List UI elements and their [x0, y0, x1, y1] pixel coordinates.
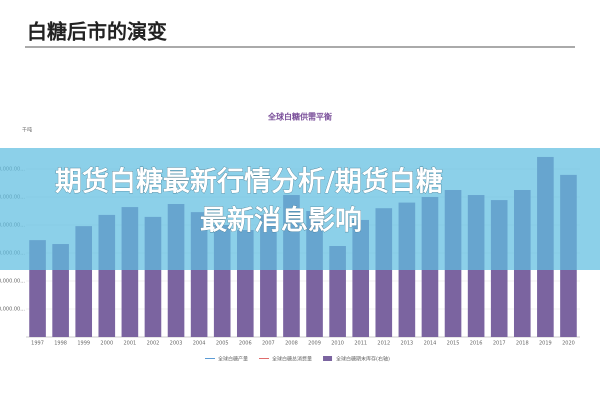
- x-tick-label: 1997: [31, 341, 44, 347]
- x-tick-label: 1998: [54, 341, 67, 347]
- x-tick-label: 2015: [447, 341, 460, 347]
- legend-label: 全球白糖总消费量: [272, 356, 312, 363]
- x-tick-label: 2002: [147, 341, 160, 347]
- banner-line: 期货白糖最新行情分析/期货白糖: [55, 166, 443, 198]
- legend-label: 全球白糖产量: [218, 356, 248, 363]
- x-tick-label: 2009: [308, 341, 321, 347]
- x-tick-label: 2011: [354, 341, 367, 347]
- x-tick-label: 1999: [77, 341, 90, 347]
- legend-label: 全球白糖期末库存(右轴): [336, 356, 390, 363]
- header-title: 白糖后市的演变: [27, 20, 167, 44]
- x-tick-label: 2006: [239, 341, 252, 347]
- x-tick-label: 2004: [193, 341, 206, 347]
- x-tick-label: 2018: [516, 341, 529, 347]
- banner-line: 最新消息影响: [200, 205, 362, 237]
- banner: [0, 148, 600, 270]
- x-tick-label: 2016: [470, 341, 483, 347]
- legend: 全球白糖产量 全球白糖总消费量 全球白糖期末库存(右轴): [205, 356, 390, 363]
- x-tick-label: 2007: [262, 341, 275, 347]
- y-axis-label: 千吨: [22, 127, 32, 134]
- x-tick-label: 2014: [424, 341, 437, 347]
- x-tick-label: 2020: [562, 341, 575, 347]
- x-tick-label: 2012: [377, 341, 390, 347]
- x-tick-label: 2003: [170, 341, 183, 347]
- x-tick-label: 2010: [331, 341, 344, 347]
- x-tick-label: 2001: [124, 341, 137, 347]
- x-tick-label: 2017: [493, 341, 506, 347]
- x-tick-label: 2000: [100, 341, 113, 347]
- x-tick-label: 2013: [401, 341, 414, 347]
- x-tick-label: 2005: [216, 341, 229, 347]
- chart-title: 全球白糖供需平衡: [267, 112, 332, 122]
- x-tick-label: 2008: [285, 341, 298, 347]
- y-tick-label: 10,000.00...: [0, 307, 25, 313]
- legend-swatch: [323, 356, 333, 361]
- y-tick-label: 20,000.00...: [0, 279, 25, 285]
- x-tick-label: 2019: [539, 341, 552, 347]
